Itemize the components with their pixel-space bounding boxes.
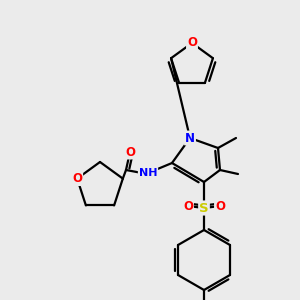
Text: N: N (185, 131, 195, 145)
Text: O: O (183, 200, 193, 212)
Text: S: S (199, 202, 209, 214)
Text: O: O (215, 200, 225, 212)
Text: NH: NH (139, 168, 157, 178)
Text: O: O (125, 146, 135, 158)
Text: O: O (187, 37, 197, 50)
Text: O: O (72, 172, 82, 185)
